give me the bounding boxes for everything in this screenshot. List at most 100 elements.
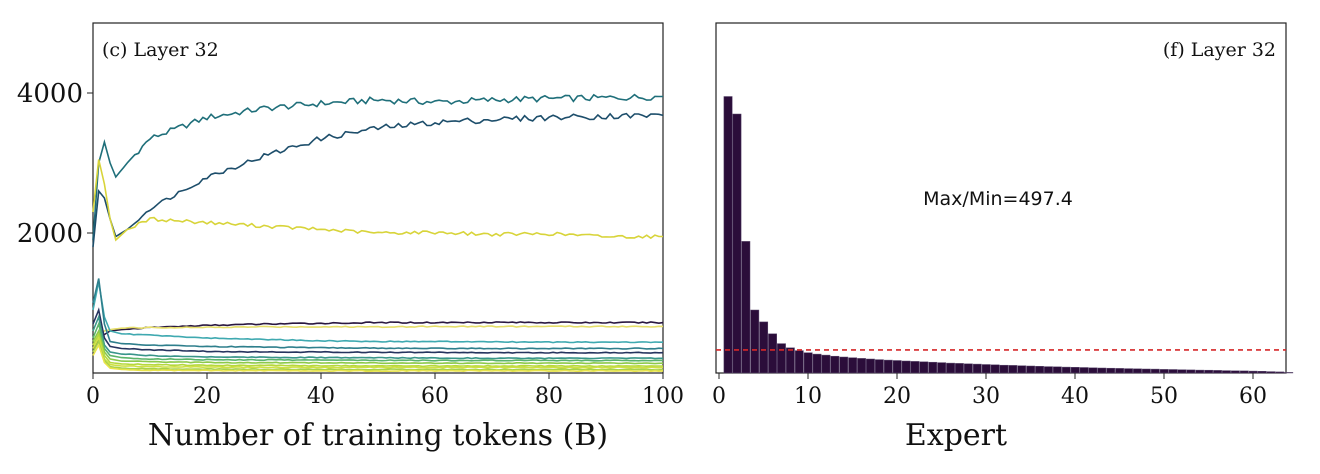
expert-bar [972,363,982,374]
expert-bar [848,357,858,374]
expert-bar [1088,367,1098,374]
expert-bar [1017,365,1027,374]
series-line [92,307,664,354]
x-tick-label: 40 [1061,384,1089,409]
left-plot-frame [92,22,664,374]
expert-bar [857,358,866,374]
x-tick-label: 0 [712,384,726,409]
expert-bar [732,113,742,374]
series-line [92,112,664,248]
expert-bar [901,360,911,374]
expert-bar [1097,367,1107,374]
x-tick-label: 60 [421,384,449,409]
line-chart-panel: 0 20 40 60 80 100 2000 4000 (c) Layer 32 Numbe… [17,22,684,453]
expert-bar [1248,370,1258,374]
expert-bar [750,309,760,374]
x-tick-label: 30 [972,384,1000,409]
x-tick-label: 10 [794,384,822,409]
y-tick-label: 2000 [17,219,83,249]
series-line [92,281,663,344]
series-line [92,321,663,362]
expert-bar [1052,366,1062,374]
expert-bar [794,350,804,374]
expert-bar [1213,370,1222,374]
expert-bar [1044,366,1053,374]
expert-bar [1115,368,1125,374]
expert-bar [1061,366,1071,374]
expert-bar [1035,366,1044,374]
panel-label-right: (f) Layer 32 [1163,39,1276,61]
expert-bar [919,361,929,374]
expert-bar [1204,369,1214,374]
series-line [92,342,664,373]
right-x-axis: 0 10 20 30 40 50 60 [712,373,1267,409]
series-line [92,332,664,368]
expert-bar [1168,369,1178,374]
series-line [92,321,664,353]
x-tick-label: 100 [642,384,684,409]
expert-bar [1008,365,1018,374]
x-tick-label: 50 [1150,384,1178,409]
left-y-axis: 2000 4000 [17,79,93,249]
expert-bar [883,359,893,374]
expert-bar [1230,370,1240,374]
series-line [92,159,663,242]
bar-chart-panel: 0 10 20 30 40 50 60 (f) Layer 32 Max/Min=497.4… [712,22,1294,453]
expert-bar [955,363,964,374]
series-line [92,328,664,365]
expert-bar [1124,368,1133,374]
expert-bar [741,241,751,374]
expert-bar [803,352,813,374]
expert-bar [910,361,920,374]
expert-bar [830,355,840,374]
x-axis-title-right: Expert [905,418,1007,453]
expert-bar [866,358,875,374]
series-line [92,278,664,350]
right-bars-group [723,96,1294,374]
series-line [92,93,663,241]
expert-bar [1239,370,1249,374]
max-min-annotation: Max/Min=497.4 [923,188,1073,210]
expert-bar [981,364,991,374]
x-tick-label: 0 [86,384,100,409]
expert-bar [821,354,831,374]
expert-bar [946,362,955,374]
x-tick-label: 20 [883,384,911,409]
expert-bar [1106,367,1116,374]
expert-bar [1186,369,1196,374]
series-line [92,335,664,369]
x-tick-label: 60 [1239,384,1267,409]
panel-label-left: (c) Layer 32 [102,39,219,61]
expert-bar [928,361,938,374]
expert-bar [759,321,769,374]
expert-bar [1177,369,1187,374]
expert-bar [1070,367,1080,374]
left-series-group [92,93,664,373]
y-tick-label: 4000 [17,79,83,109]
expert-bar [990,364,1000,374]
expert-bar [1079,367,1089,374]
expert-bar [1150,368,1160,374]
series-line [92,325,664,346]
expert-bar [1026,365,1036,374]
expert-bar [768,333,777,374]
expert-bar [1275,371,1285,374]
expert-bar [1133,368,1142,374]
expert-bar [999,364,1009,374]
series-line [92,314,663,360]
expert-bar [937,362,947,374]
x-tick-label: 20 [193,384,221,409]
expert-bar [723,96,733,374]
expert-bar [1222,370,1231,374]
expert-bar [839,356,849,374]
series-line [92,339,664,371]
expert-bar [1141,368,1151,374]
expert-bar [874,359,884,374]
x-tick-label: 80 [535,384,563,409]
expert-bar [963,363,973,374]
expert-bar [777,343,786,374]
expert-bar [892,360,902,374]
expert-bar [785,347,795,374]
expert-bar [1159,369,1169,374]
